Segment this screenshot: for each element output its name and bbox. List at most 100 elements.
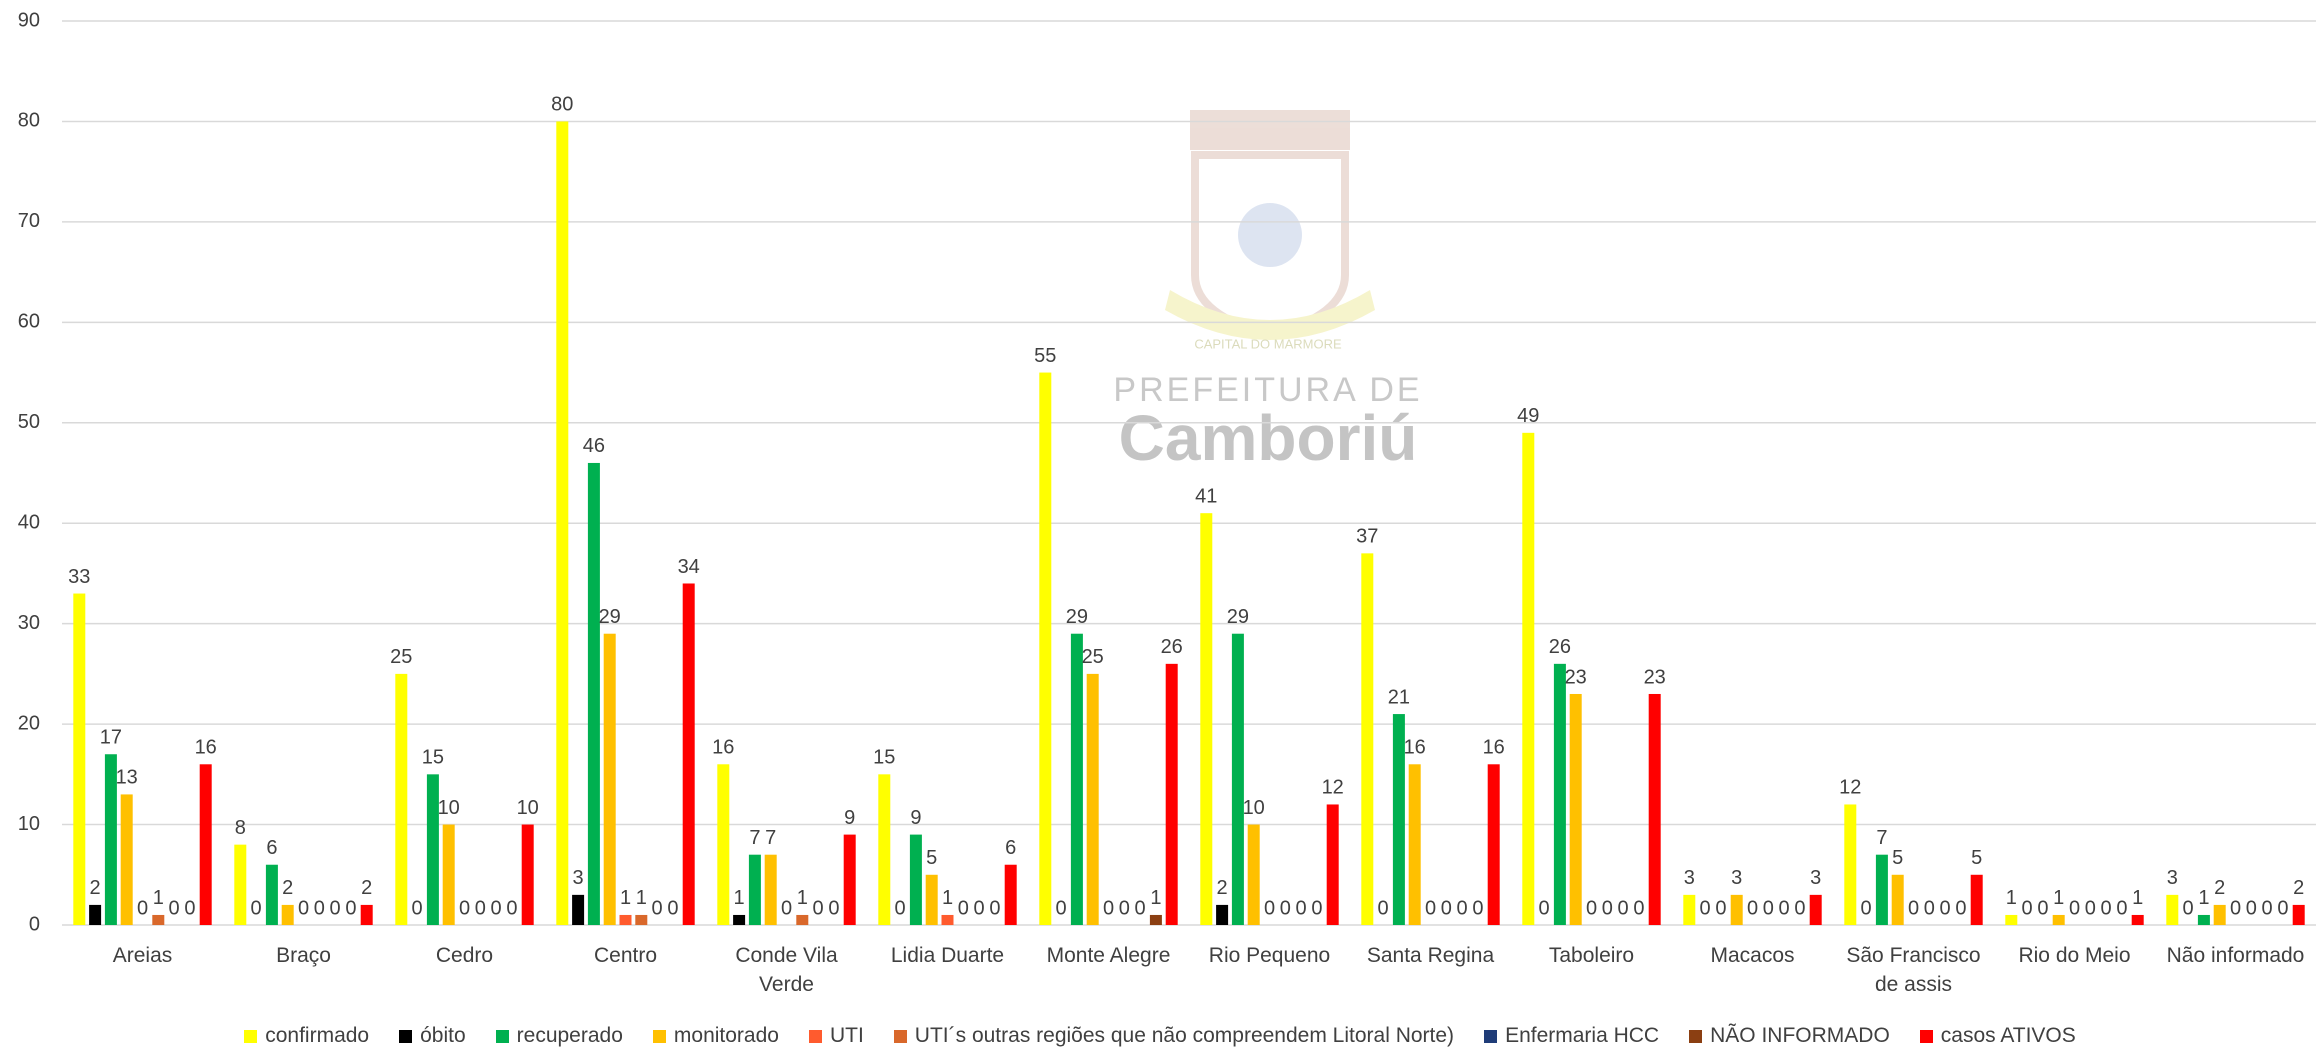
data-label: 0: [2101, 897, 2112, 919]
bar: [1165, 663, 1178, 925]
data-label: 9: [844, 807, 855, 829]
data-label: 16: [1483, 737, 1505, 759]
bar: [1522, 432, 1535, 925]
data-label: 3: [2167, 867, 2178, 889]
data-label: 33: [68, 566, 90, 588]
legend-item: monitorado: [652, 1024, 779, 1048]
data-label: 0: [1633, 897, 1644, 919]
data-label: 0: [1378, 897, 1389, 919]
data-label: 1: [636, 887, 647, 909]
bar: [2052, 914, 2065, 925]
bar: [1891, 874, 1904, 925]
data-label: 0: [1700, 897, 1711, 919]
bar: [733, 914, 746, 925]
data-label: 29: [599, 606, 621, 628]
legend-label: monitorado: [673, 1024, 779, 1047]
y-tick-label: 70: [18, 210, 40, 232]
y-tick-label: 60: [18, 311, 40, 333]
legend-item: óbito: [399, 1024, 466, 1048]
bar: [843, 834, 856, 925]
bar: [395, 673, 408, 925]
bar: [1970, 874, 1983, 925]
bar: [199, 764, 212, 925]
bar: [925, 874, 938, 925]
data-label: 0: [491, 897, 502, 919]
y-tick-label: 50: [18, 411, 40, 433]
data-label: 0: [1472, 897, 1483, 919]
bar: [1231, 633, 1244, 925]
legend-swatch: [1919, 1029, 1933, 1043]
data-label: 0: [1135, 897, 1146, 919]
data-label: 1: [153, 887, 164, 909]
data-label: 0: [2230, 897, 2241, 919]
legend: confirmado óbito recuperado monitorado UTI UT…: [0, 1024, 2320, 1048]
legend-swatch: [399, 1029, 413, 1043]
data-label: 0: [1618, 897, 1629, 919]
bar: [2292, 904, 2305, 925]
data-label: 3: [1684, 867, 1695, 889]
data-label: 55: [1034, 345, 1056, 367]
bar: [1875, 854, 1888, 925]
data-label: 0: [1924, 897, 1935, 919]
data-label: 0: [1794, 897, 1805, 919]
data-label: 16: [1404, 737, 1426, 759]
data-label: 0: [1056, 897, 1067, 919]
legend-label: UTI: [829, 1024, 864, 1047]
bar: [1844, 804, 1857, 925]
data-label: 0: [989, 897, 1000, 919]
data-label: 0: [298, 897, 309, 919]
legend-swatch: [893, 1029, 907, 1043]
bar: [1039, 372, 1052, 925]
data-label: 0: [459, 897, 470, 919]
legend-label: casos ATIVOS: [1940, 1024, 2076, 1047]
bar: [587, 462, 600, 925]
legend-item: NÃO INFORMADO: [1689, 1024, 1890, 1048]
bar: [1553, 663, 1566, 925]
data-label: 0: [1103, 897, 1114, 919]
bar: [682, 583, 695, 925]
bar: [572, 894, 585, 925]
data-label: 0: [652, 897, 663, 919]
bar: [1648, 693, 1661, 925]
x-tick-label: Braço: [276, 944, 331, 967]
legend-label: NÃO INFORMADO: [1710, 1024, 1890, 1047]
data-label: 34: [678, 556, 700, 578]
data-label: 0: [506, 897, 517, 919]
x-tick-label: Centro: [593, 944, 658, 967]
data-label: 49: [1517, 405, 1539, 427]
data-label: 2: [361, 877, 372, 899]
bar: [748, 854, 761, 925]
bar: [2005, 914, 2018, 925]
bar: [265, 864, 278, 925]
data-label: 0: [1586, 897, 1597, 919]
y-tick-label: 40: [18, 512, 40, 534]
data-label: 0: [958, 897, 969, 919]
watermark-motto: CAPITAL DO MARMORE: [1194, 336, 1342, 351]
bar: [234, 844, 247, 925]
data-label: 7: [1876, 827, 1887, 849]
data-label: 0: [1311, 897, 1322, 919]
data-label: 3: [1810, 867, 1821, 889]
bar: [878, 774, 891, 925]
bar: [521, 824, 534, 925]
data-label: 1: [734, 887, 745, 909]
data-label: 15: [873, 747, 895, 769]
bar: [1487, 764, 1500, 925]
data-label: 0: [781, 897, 792, 919]
data-label: 7: [765, 827, 776, 849]
data-label: 0: [184, 897, 195, 919]
legend-label: Enfermaria HCC: [1505, 1024, 1660, 1047]
data-label: 0: [1457, 897, 1468, 919]
watermark: CAPITAL DO MARMORE: [1165, 110, 1375, 351]
bar: [1569, 693, 1582, 925]
bar: [1408, 764, 1421, 925]
bar: [2166, 894, 2179, 925]
data-label: 3: [1731, 867, 1742, 889]
x-tick-label: Não informado: [2166, 944, 2305, 967]
legend-label: UTI´s outras regiões que não compreendem…: [914, 1024, 1455, 1047]
x-tick-label: São Francisco de assis: [1846, 944, 1981, 996]
data-label: 13: [116, 767, 138, 789]
bar: [1149, 914, 1162, 925]
bar: [2197, 914, 2210, 925]
